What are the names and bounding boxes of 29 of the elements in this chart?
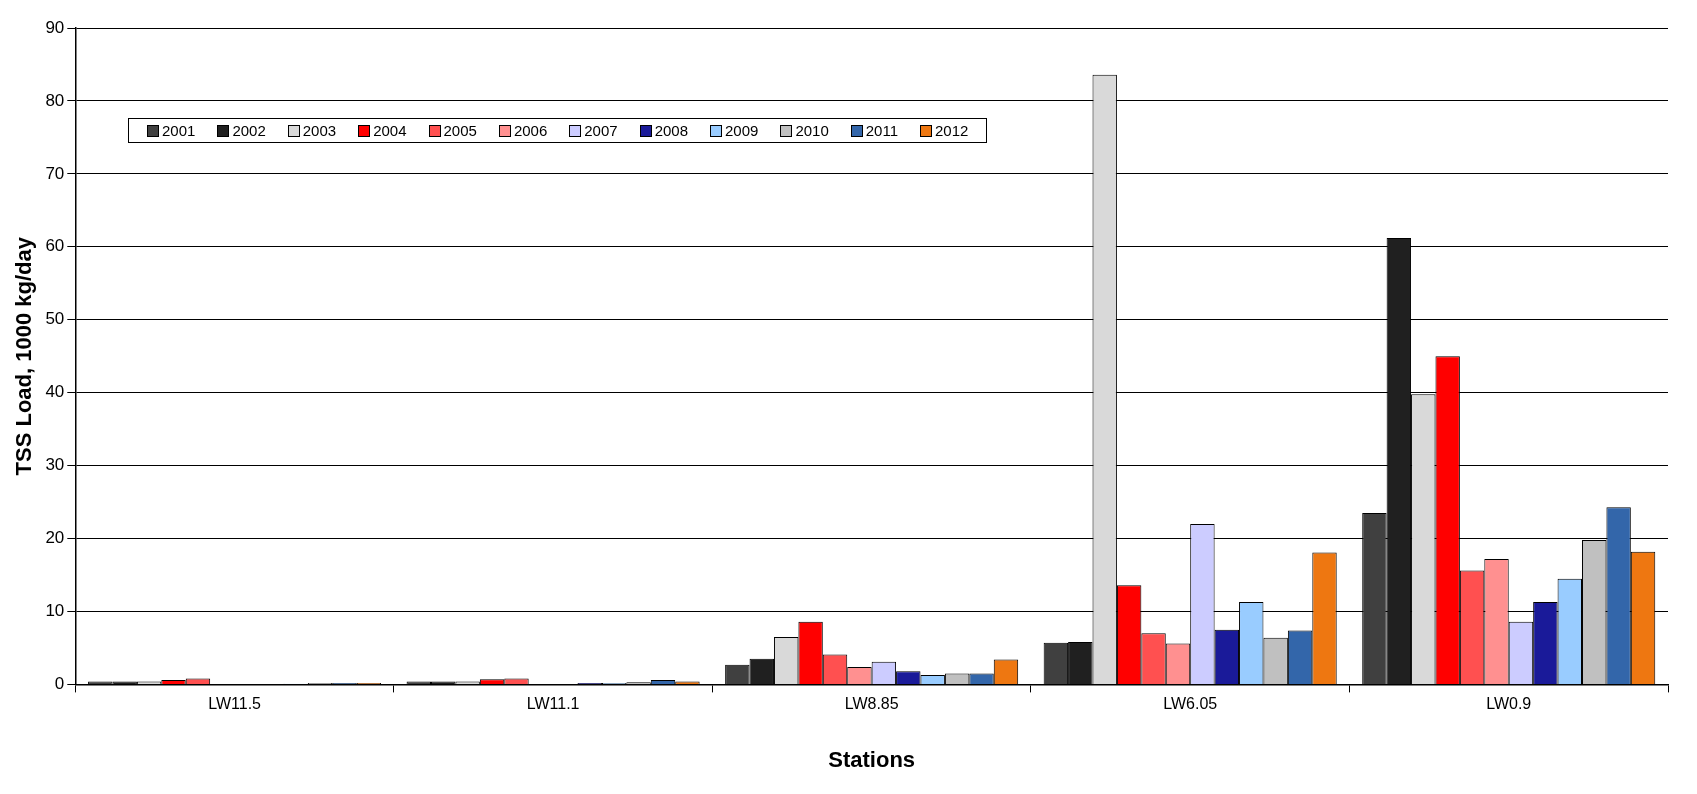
y-tick-label: 50	[45, 309, 65, 329]
legend-label: 2002	[232, 122, 266, 139]
legend-label: 2012	[935, 122, 969, 139]
y-tick-label: 40	[45, 382, 65, 402]
y-tick-label: 90	[45, 17, 65, 37]
y-tick-label: 80	[45, 90, 65, 110]
legend-label: 2009	[725, 122, 759, 139]
y-tick-label: 60	[45, 236, 65, 256]
legend-label: 2001	[162, 122, 196, 139]
x-axis-title: Stations	[828, 746, 916, 772]
legend-label: 2006	[513, 122, 548, 139]
y-tick-label: 20	[45, 528, 65, 548]
legend-label: 2010	[795, 122, 829, 139]
y-tick-label: 0	[54, 674, 65, 694]
y-tick-label: 30	[45, 455, 65, 475]
x-tick-label: LW11.1	[526, 695, 580, 713]
y-tick-label: 70	[45, 163, 65, 183]
x-tick-label: LW0.9	[1486, 695, 1532, 713]
x-tick-label: LW6.05	[1163, 695, 1218, 713]
y-tick-label: 10	[45, 601, 65, 621]
y-axis-title: TSS Load, 1000 kg/day	[11, 236, 37, 476]
legend-label: 2005	[443, 122, 477, 139]
legend-label: 2007	[584, 122, 618, 139]
legend-label: 2003	[302, 122, 337, 139]
x-tick-label: LW8.85	[844, 695, 899, 713]
x-tick-label: LW11.5	[208, 695, 262, 713]
legend-label: 2011	[865, 122, 899, 139]
legend-label: 2008	[654, 122, 688, 139]
legend-label: 2004	[373, 122, 407, 139]
